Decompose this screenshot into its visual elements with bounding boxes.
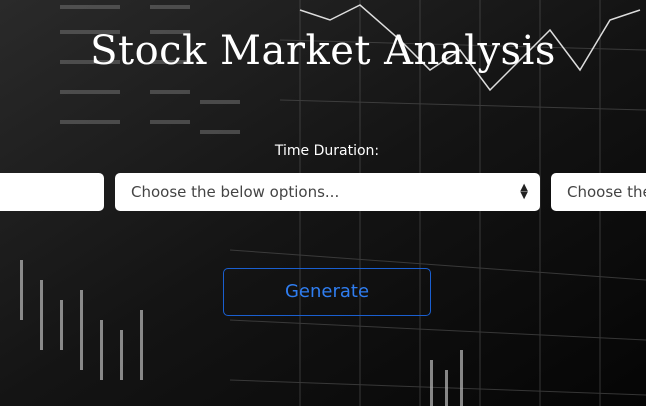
select-placeholder: Choose the [567,183,646,201]
duration-label: Time Duration: [274,143,380,159]
generate-button[interactable]: Generate [223,268,431,316]
select-caret: ▲ ▼ [520,182,528,201]
select-dropdown[interactable]: Choose the [551,173,646,211]
page-title: Stock Market Analysis [90,28,556,74]
select-placeholder: Choose the below options... [131,183,340,201]
select-dropdown[interactable]: Choose the below options... ▲ ▼ [115,173,540,211]
text-input[interactable] [0,173,104,211]
